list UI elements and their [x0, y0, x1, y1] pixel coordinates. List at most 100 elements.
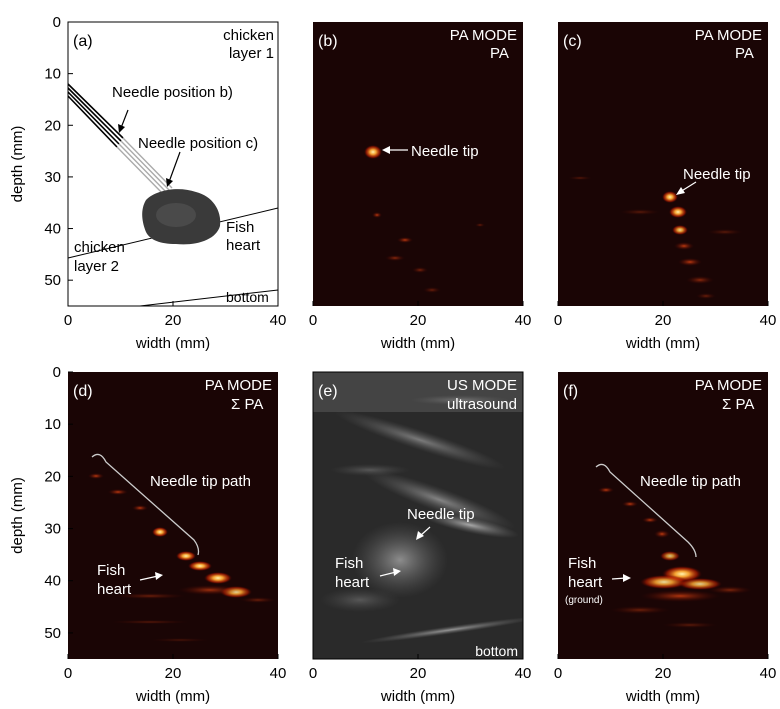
panel-a: (a) chicken layer 1 Needle position b) N…	[67, 21, 279, 307]
y-tick-label: 20	[44, 117, 61, 134]
label-chicken-layer2-line1: chicken	[74, 239, 125, 256]
annotation-ground: (ground)	[565, 595, 603, 606]
panel-letter: (e)	[318, 383, 338, 400]
mode-sublabel: ultrasound	[447, 396, 517, 413]
mode-label: US MODE	[447, 377, 517, 394]
x-tick-label: 40	[270, 665, 287, 682]
label-chicken-layer1-line2: layer 1	[229, 45, 274, 62]
x-axis-label: width (mm)	[380, 335, 455, 352]
x-tick-label: 40	[760, 312, 777, 329]
panel-letter: (c)	[563, 33, 582, 50]
mode-sublabel: Σ PA	[722, 396, 754, 413]
arrow-head	[382, 146, 390, 154]
x-tick-label: 20	[410, 665, 427, 682]
annotation-heart: heart	[568, 574, 603, 591]
y-tick-label: 40	[44, 221, 61, 238]
label-bottom: bottom	[226, 289, 269, 305]
x-tick-label: 0	[64, 312, 72, 329]
y-tick-label: 30	[44, 169, 61, 186]
arrow-head	[416, 531, 424, 540]
label-needle-position-c: Needle position c)	[138, 135, 258, 152]
x-tick-label: 20	[655, 312, 672, 329]
needle-position-b	[67, 83, 124, 148]
annotation-heart: heart	[335, 574, 370, 591]
panel-f: (f) PA MODE Σ PA Needle tip path Fish he…	[558, 372, 768, 659]
panel-letter: (d)	[73, 383, 93, 400]
annotation-fish: Fish	[97, 562, 125, 579]
panel-b-image	[313, 22, 523, 306]
panel-letter: (a)	[73, 33, 93, 50]
panel-c: (c) PA MODE PA Needle tip	[558, 22, 768, 306]
fish-heart-shade	[156, 203, 196, 227]
x-tick-label: 20	[165, 665, 182, 682]
x-axis-label: width (mm)	[625, 335, 700, 352]
arrow-head	[393, 568, 401, 576]
mode-label: PA MODE	[695, 27, 762, 44]
y-axis-label: depth (mm)	[9, 477, 26, 554]
arrow-head	[623, 574, 631, 582]
x-tick-label: 0	[554, 312, 562, 329]
annotation-heart: heart	[97, 581, 132, 598]
panel-b: (b) PA MODE PA Needle tip	[313, 22, 523, 306]
arrow-head	[155, 572, 163, 580]
axes-layer: 0 20 40 width (mm) 0 10 20 30 40 50 depth (mm) 0 20 4…	[9, 14, 776, 705]
panel-b-signal	[364, 145, 485, 293]
mode-label: PA MODE	[450, 27, 517, 44]
panel-d-image	[68, 372, 278, 659]
annotation-needle-tip: Needle tip	[407, 506, 475, 523]
annotation-needle-tip: Needle tip	[683, 166, 751, 183]
arrow-head-c	[166, 178, 173, 187]
panel-c-signal	[568, 176, 743, 299]
annotation-needle-tip: Needle tip	[411, 143, 479, 160]
y-tick-label: 50	[44, 272, 61, 289]
x-tick-label: 0	[64, 665, 72, 682]
label-chicken-layer1-line1: chicken	[223, 27, 274, 44]
mode-sublabel: Σ PA	[231, 396, 263, 413]
arrow-fish-heart	[379, 571, 397, 577]
x-tick-label: 0	[309, 312, 317, 329]
annotation-bottom: bottom	[475, 643, 518, 659]
label-fish-line1: Fish	[226, 219, 254, 236]
arrow-needle-c	[168, 151, 181, 183]
y-tick-label: 10	[44, 66, 61, 83]
y-tick-label: 40	[44, 573, 61, 590]
y-tick-label: 0	[53, 364, 61, 381]
y-tick-label: 0	[53, 14, 61, 31]
annotation-fish: Fish	[568, 555, 596, 572]
y-tick-label: 30	[44, 521, 61, 538]
x-tick-label: 20	[655, 665, 672, 682]
panel-d: (d) PA MODE Σ PA Needle tip path Fish he…	[68, 372, 278, 659]
x-axis-label: width (mm)	[625, 688, 700, 705]
label-chicken-layer2-line2: layer 2	[74, 258, 119, 275]
panel-letter: (b)	[318, 33, 338, 50]
arrow-head	[676, 187, 685, 195]
arrow-fish-heart	[139, 575, 159, 581]
panel-a-frame	[67, 21, 279, 307]
needle-path-bracket	[91, 453, 200, 556]
panel-e-texture	[313, 372, 523, 644]
mode-sublabel: PA	[735, 45, 754, 62]
needle-path-bracket	[595, 463, 697, 558]
y-tick-label: 20	[44, 468, 61, 485]
x-tick-label: 0	[554, 665, 562, 682]
bottom-line	[139, 289, 279, 307]
mode-label: PA MODE	[205, 377, 272, 394]
x-tick-label: 40	[515, 665, 532, 682]
panel-e: (e) US MODE ultrasound Needle tip Fish h…	[312, 371, 524, 660]
x-axis-label: width (mm)	[135, 335, 210, 352]
x-tick-label: 20	[410, 312, 427, 329]
mode-label: PA MODE	[695, 377, 762, 394]
panel-f-image	[558, 372, 768, 659]
panel-f-signal	[598, 487, 752, 628]
x-tick-label: 20	[165, 312, 182, 329]
label-needle-position-b: Needle position b)	[112, 84, 233, 101]
y-tick-label: 10	[44, 416, 61, 433]
label-fish-line2: heart	[226, 237, 261, 254]
arrow-needle-b	[120, 109, 129, 129]
mode-sublabel: PA	[490, 45, 509, 62]
y-tick-label: 50	[44, 625, 61, 642]
x-tick-label: 40	[515, 312, 532, 329]
panel-letter: (f)	[563, 383, 578, 400]
annotation-needle-tip-path: Needle tip path	[150, 473, 251, 490]
